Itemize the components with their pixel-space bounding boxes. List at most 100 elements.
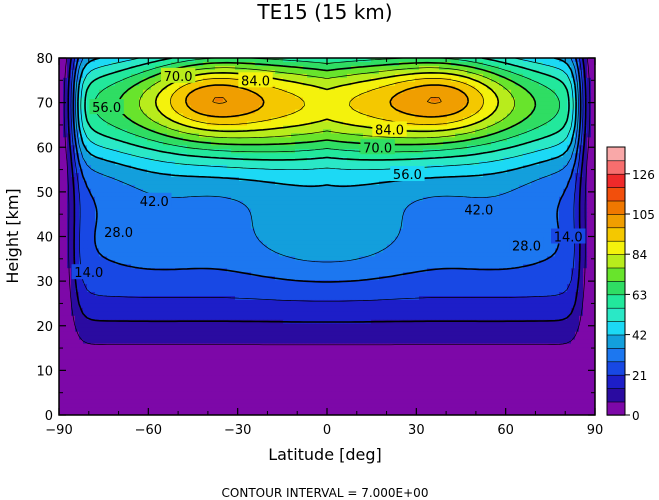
field-cell [67,200,72,206]
field-cell [87,77,92,83]
field-cell [283,137,288,142]
field-cell [127,101,132,107]
field-cell [535,58,540,63]
field-cell [267,105,272,111]
field-cell [407,113,412,119]
field-cell [287,173,292,178]
field-cell [111,77,116,83]
field-cell [159,157,164,162]
field-cell [267,65,272,71]
field-cell [63,153,68,158]
field-cell [515,97,520,103]
field-cell [591,101,595,107]
field-cell [183,177,188,182]
field-cell [231,117,236,123]
field-cell [479,81,484,87]
field-cell [107,161,112,166]
field-cell [591,196,595,202]
field-cell [187,180,192,186]
field-cell [283,200,288,206]
field-cell [91,65,96,71]
field-cell [179,133,184,138]
field-cell [415,69,420,75]
field-cell [427,81,432,87]
field-cell [335,165,340,170]
field-cell [119,81,124,87]
field-cell [171,81,176,87]
field-cell [167,141,172,146]
field-cell [139,101,144,107]
field-cell [171,165,176,170]
field-cell [467,101,472,107]
field-cell [171,121,176,127]
field-cell [135,177,140,182]
field-cell [323,161,328,166]
field-cell [391,188,396,194]
field-cell [119,69,124,75]
field-cell [67,196,72,202]
field-cell [311,145,316,150]
field-cell [211,169,216,174]
field-cell [239,93,244,99]
field-cell [495,85,500,91]
field-cell [219,137,224,142]
field-cell [591,149,595,154]
field-cell [363,192,368,198]
field-cell [535,188,540,194]
field-cell [95,157,100,162]
field-cell [171,125,176,130]
field-cell [251,169,256,174]
field-cell [359,97,364,103]
field-cell [59,69,64,75]
field-cell [107,165,112,170]
field-cell [255,113,260,119]
field-cell [91,192,96,198]
field-cell [239,180,244,186]
field-cell [319,105,324,111]
field-cell [79,61,84,67]
field-cell [455,141,460,146]
field-cell [87,141,92,146]
field-cell [215,93,220,99]
field-cell [91,77,96,83]
field-cell [171,129,176,134]
field-cell [227,149,232,154]
field-cell [127,93,132,99]
field-cell [495,177,500,182]
field-cell [107,137,112,142]
field-cell [527,129,532,134]
field-cell [83,58,88,63]
field-cell [115,93,120,99]
field-cell [283,161,288,166]
field-cell [343,141,348,146]
field-cell [195,97,200,103]
field-cell [263,121,268,127]
field-cell [279,173,284,178]
field-cell [239,58,244,63]
field-cell [239,141,244,146]
field-cell [319,145,324,150]
field-cell [159,121,164,127]
field-cell [583,157,588,162]
field-cell [367,196,372,202]
field-cell [591,109,595,115]
field-cell [535,141,540,146]
field-cell [223,145,228,150]
field-cell [363,121,368,127]
field-cell [471,81,476,87]
field-cell [559,192,564,198]
field-cell [147,153,152,158]
field-cell [95,113,100,119]
field-cell [91,149,96,154]
field-cell [223,101,228,107]
field-cell [423,188,428,194]
field-cell [359,173,364,178]
field-cell [551,153,556,158]
field-cell [351,192,356,198]
field-cell [511,101,516,107]
field-cell [339,109,344,115]
field-cell [531,169,536,174]
field-cell [115,58,120,63]
field-cell [335,81,340,87]
field-cell [371,81,376,87]
